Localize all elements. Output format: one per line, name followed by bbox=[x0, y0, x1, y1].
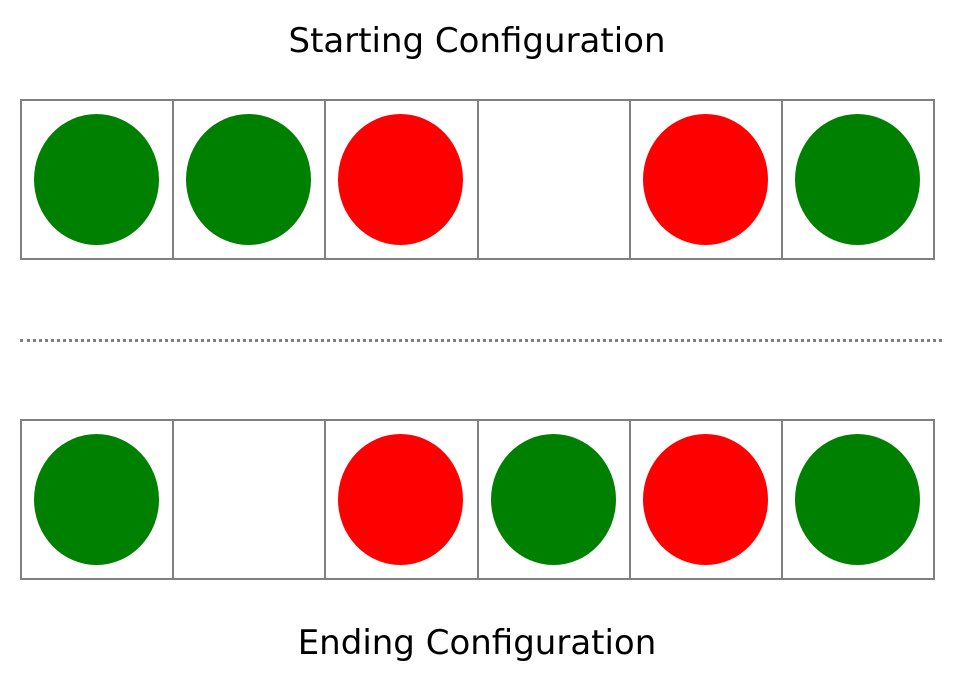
starting-configuration-row bbox=[20, 99, 936, 260]
starting-configuration-title: Starting Configuration bbox=[288, 21, 666, 61]
end-cell-6 bbox=[783, 421, 936, 578]
start-cell-6 bbox=[783, 101, 936, 258]
start-cell-3 bbox=[326, 101, 479, 258]
end-cell-3 bbox=[326, 421, 479, 578]
ending-configuration-title: Ending Configuration bbox=[297, 623, 657, 663]
green-ball bbox=[490, 433, 616, 565]
green-ball bbox=[34, 433, 160, 565]
end-cell-1 bbox=[22, 421, 175, 578]
red-ball bbox=[338, 433, 464, 565]
green-ball bbox=[794, 113, 920, 245]
green-ball bbox=[186, 113, 312, 245]
end-cell-5 bbox=[631, 421, 783, 578]
start-cell-5 bbox=[631, 101, 783, 258]
start-cell-4 bbox=[479, 101, 631, 258]
dotted-divider bbox=[20, 339, 942, 342]
red-ball bbox=[338, 113, 464, 245]
end-cell-4 bbox=[479, 421, 631, 578]
red-ball bbox=[642, 433, 768, 565]
start-cell-2 bbox=[174, 101, 327, 258]
ending-configuration-row bbox=[20, 419, 936, 580]
end-cell-2 bbox=[174, 421, 327, 578]
green-ball bbox=[794, 433, 920, 565]
start-cell-1 bbox=[22, 101, 175, 258]
red-ball bbox=[642, 113, 768, 245]
green-ball bbox=[34, 113, 160, 245]
